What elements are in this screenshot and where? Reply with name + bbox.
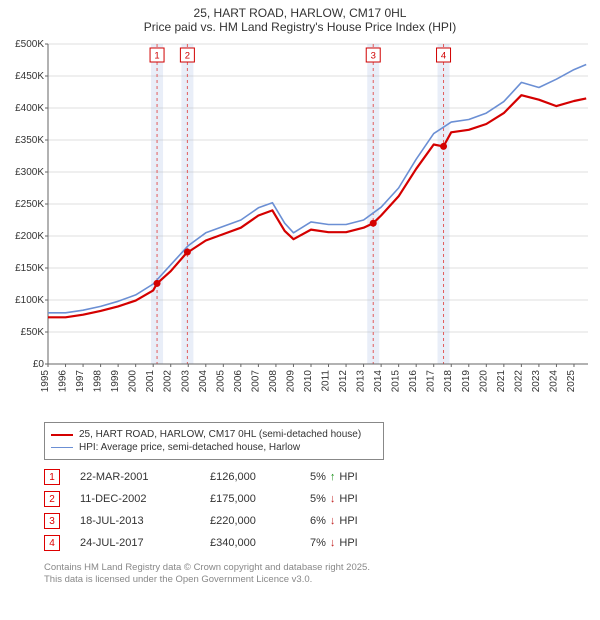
svg-text:2024: 2024 — [548, 370, 559, 393]
svg-text:2002: 2002 — [163, 370, 174, 393]
transaction-price: £220,000 — [210, 515, 290, 527]
transaction-diff: 7% ↓HPI — [310, 537, 400, 549]
transaction-diff: 5% ↓HPI — [310, 493, 400, 505]
legend-swatch — [51, 434, 73, 436]
svg-text:2000: 2000 — [128, 370, 139, 393]
svg-text:£150K: £150K — [15, 263, 44, 274]
transaction-diff: 6% ↓HPI — [310, 515, 400, 527]
legend-label: HPI: Average price, semi-detached house,… — [79, 442, 300, 453]
svg-text:3: 3 — [371, 51, 376, 62]
svg-text:£0: £0 — [33, 359, 45, 370]
transaction-row: 4 24-JUL-2017 £340,000 7% ↓HPI — [44, 532, 590, 554]
transaction-badge: 1 — [44, 469, 60, 485]
svg-text:1997: 1997 — [75, 370, 86, 393]
svg-text:1995: 1995 — [40, 370, 51, 393]
svg-text:2020: 2020 — [478, 370, 489, 393]
diff-percent: 5% — [310, 471, 326, 483]
attribution-footer: Contains HM Land Registry data © Crown c… — [44, 562, 590, 587]
svg-text:2011: 2011 — [321, 370, 332, 392]
legend-item: HPI: Average price, semi-detached house,… — [51, 442, 377, 453]
svg-text:£200K: £200K — [15, 231, 44, 242]
footer-line-2: This data is licensed under the Open Gov… — [44, 574, 590, 586]
svg-text:1: 1 — [154, 51, 159, 62]
transaction-badge: 4 — [44, 535, 60, 551]
svg-text:2005: 2005 — [215, 370, 226, 393]
diff-percent: 5% — [310, 493, 326, 505]
svg-text:2007: 2007 — [250, 370, 261, 393]
svg-text:£50K: £50K — [21, 327, 45, 338]
transactions-table: 122-MAR-2001£126,0005%↑HPI211-DEC-2002£1… — [44, 466, 590, 554]
transaction-badge: 3 — [44, 513, 60, 529]
svg-text:£100K: £100K — [15, 295, 44, 306]
arrow-down-icon: ↓ — [330, 537, 336, 549]
svg-text:2: 2 — [185, 51, 190, 62]
diff-percent: 7% — [310, 537, 326, 549]
transaction-row: 1 22-MAR-2001 £126,000 5% ↑HPI — [44, 466, 590, 488]
chart-container: £0 £50K £100K £150K £200K £250K £300K £350K £400… — [4, 36, 594, 416]
svg-text:2023: 2023 — [531, 370, 542, 393]
transaction-row: 3 18-JUL-2013 £220,000 6% ↓HPI — [44, 510, 590, 532]
svg-text:2019: 2019 — [461, 370, 472, 393]
diff-suffix: HPI — [339, 493, 357, 505]
svg-text:1998: 1998 — [93, 370, 104, 393]
transaction-date: 11-DEC-2002 — [80, 493, 190, 505]
footer-line-1: Contains HM Land Registry data © Crown c… — [44, 562, 590, 574]
transaction-price: £175,000 — [210, 493, 290, 505]
svg-text:2025: 2025 — [566, 370, 577, 393]
transaction-date: 22-MAR-2001 — [80, 471, 190, 483]
title-line-2: Price paid vs. HM Land Registry's House … — [0, 20, 600, 34]
transaction-row: 2 11-DEC-2002 £175,000 5% ↓HPI — [44, 488, 590, 510]
svg-text:2004: 2004 — [198, 370, 209, 393]
svg-text:1996: 1996 — [58, 370, 69, 393]
transaction-diff: 5% ↑HPI — [310, 471, 400, 483]
arrow-up-icon: ↑ — [330, 471, 336, 483]
arrow-down-icon: ↓ — [330, 493, 336, 505]
svg-text:2015: 2015 — [391, 370, 402, 393]
svg-text:2021: 2021 — [496, 370, 507, 393]
svg-text:2010: 2010 — [303, 370, 314, 393]
svg-text:2001: 2001 — [145, 370, 156, 393]
svg-text:2009: 2009 — [285, 370, 296, 393]
svg-text:4: 4 — [441, 51, 446, 62]
svg-text:2014: 2014 — [373, 370, 384, 393]
svg-text:2008: 2008 — [268, 370, 279, 393]
svg-text:£400K: £400K — [15, 103, 44, 114]
arrow-down-icon: ↓ — [330, 515, 336, 527]
transaction-price: £340,000 — [210, 537, 290, 549]
svg-text:2013: 2013 — [356, 370, 367, 393]
svg-text:2022: 2022 — [513, 370, 524, 393]
title-line-1: 25, HART ROAD, HARLOW, CM17 0HL — [0, 6, 600, 20]
legend-item: 25, HART ROAD, HARLOW, CM17 0HL (semi-de… — [51, 429, 377, 440]
svg-text:2012: 2012 — [338, 370, 349, 393]
svg-text:£300K: £300K — [15, 167, 44, 178]
svg-text:2006: 2006 — [233, 370, 244, 393]
transaction-date: 24-JUL-2017 — [80, 537, 190, 549]
legend-swatch — [51, 447, 73, 448]
svg-text:2018: 2018 — [443, 370, 454, 393]
diff-suffix: HPI — [339, 537, 357, 549]
svg-text:2016: 2016 — [408, 370, 419, 393]
transaction-price: £126,000 — [210, 471, 290, 483]
svg-text:£250K: £250K — [15, 199, 44, 210]
svg-text:2017: 2017 — [426, 370, 437, 393]
svg-text:£450K: £450K — [15, 71, 44, 82]
svg-text:£500K: £500K — [15, 39, 44, 50]
chart-title-block: 25, HART ROAD, HARLOW, CM17 0HL Price pa… — [0, 0, 600, 36]
line-chart: £0 £50K £100K £150K £200K £250K £300K £350K £400… — [4, 36, 594, 416]
diff-suffix: HPI — [339, 471, 357, 483]
transaction-date: 18-JUL-2013 — [80, 515, 190, 527]
diff-suffix: HPI — [339, 515, 357, 527]
svg-text:1999: 1999 — [110, 370, 121, 393]
svg-text:£350K: £350K — [15, 135, 44, 146]
svg-text:2003: 2003 — [180, 370, 191, 393]
legend-label: 25, HART ROAD, HARLOW, CM17 0HL (semi-de… — [79, 429, 361, 440]
chart-legend: 25, HART ROAD, HARLOW, CM17 0HL (semi-de… — [44, 422, 384, 460]
diff-percent: 6% — [310, 515, 326, 527]
transaction-badge: 2 — [44, 491, 60, 507]
